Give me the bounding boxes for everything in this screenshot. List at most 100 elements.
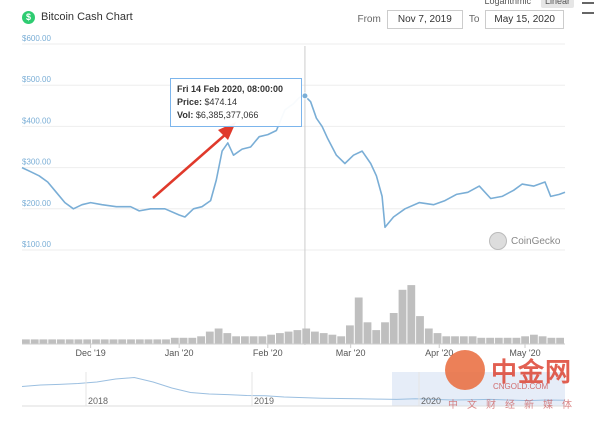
volume-bar: [179, 337, 188, 344]
volume-bar: [241, 336, 249, 345]
tooltip-vol-label: Vol:: [177, 110, 194, 120]
y-tick-label: $100.00: [22, 240, 51, 249]
x-tick-label: May '20: [509, 348, 540, 358]
volume-bar: [92, 339, 100, 344]
volume-bar: [477, 337, 486, 344]
volume-bar: [127, 339, 135, 344]
volume-bar: [197, 336, 205, 345]
volume-bar: [337, 336, 346, 345]
navigator-tick-label: 2019: [254, 396, 274, 406]
volume-bar: [494, 337, 503, 344]
volume-bar: [100, 339, 109, 344]
cngold-logo: 中金网: [445, 350, 572, 390]
y-tick-label: $500.00: [22, 75, 51, 84]
scale-option-logarithmic[interactable]: Logarithmic: [484, 0, 531, 6]
scale-toggle: Logarithmic Linear: [480, 0, 574, 8]
volume-bar: [74, 339, 83, 344]
volume-bar: [293, 330, 302, 345]
hover-point-marker: [301, 92, 309, 100]
navigator-tick-label: 2018: [88, 396, 108, 406]
volume-bar: [512, 337, 521, 344]
volume-bar: [433, 333, 442, 344]
volume-bar: [48, 339, 57, 344]
navigator-tick-label: 2020: [421, 396, 441, 406]
volume-bar: [57, 339, 65, 344]
from-label: From: [357, 14, 381, 25]
volume-bar: [319, 333, 328, 344]
volume-bar: [486, 337, 494, 344]
x-tick-label: Feb '20: [253, 348, 283, 358]
volume-bar: [407, 285, 416, 344]
volume-bar: [22, 339, 30, 344]
volume-bar: [556, 337, 564, 344]
x-tick-label: Jan '20: [165, 348, 194, 358]
chart-header: $ Bitcoin Cash Chart Logarithmic Linear …: [0, 0, 600, 36]
cngold-name: 中金网: [491, 356, 573, 387]
volume-bar: [346, 325, 354, 344]
coingecko-watermark: CoinGecko: [489, 232, 560, 250]
volume-bar: [118, 339, 127, 344]
volume-bar: [223, 333, 232, 344]
volume-bar: [328, 334, 337, 344]
coingecko-text: CoinGecko: [511, 235, 561, 247]
volume-bar: [162, 339, 170, 344]
volume-bar: [311, 331, 319, 344]
cngold-slogan: 中文财经新媒体: [448, 400, 581, 411]
scale-option-linear[interactable]: Linear: [540, 0, 574, 8]
volume-bar: [442, 336, 451, 345]
volume-bar: [135, 339, 144, 344]
volume-bar: [30, 339, 39, 344]
volume-bar: [468, 336, 477, 345]
volume-bar: [232, 336, 240, 345]
volume-bar: [389, 313, 398, 344]
volume-bar: [276, 333, 284, 344]
volume-bar: [39, 339, 48, 344]
to-date-input[interactable]: May 15, 2020: [485, 10, 564, 29]
volume-bar: [521, 336, 529, 345]
coingecko-logo-icon: [489, 232, 507, 250]
volume-bar: [258, 336, 267, 345]
volume-bar: [205, 331, 214, 344]
volume-bar: [153, 339, 162, 344]
x-tick-label: Mar '20: [336, 348, 366, 358]
volume-bar: [363, 322, 372, 344]
x-tick-label: Apr '20: [425, 348, 453, 358]
volume-bar: [372, 330, 381, 345]
volume-bar: [398, 289, 407, 345]
cngold-emblem-icon: [445, 350, 485, 390]
y-tick-label: $600.00: [22, 34, 51, 43]
from-date-input[interactable]: Nov 7, 2019: [386, 10, 463, 29]
y-tick-label: $200.00: [22, 199, 51, 208]
tooltip-price-label: Price:: [177, 97, 203, 107]
tooltip-date: Fri 14 Feb 2020, 08:00:00: [177, 84, 284, 94]
volume-bar: [354, 297, 363, 344]
volume-bar: [109, 339, 118, 344]
volume-bar: [424, 328, 433, 344]
volume-bar: [188, 337, 197, 344]
date-range-selector: From Nov 7, 2019 To May 15, 2020: [357, 10, 564, 29]
volume-bar: [65, 339, 74, 344]
volume-bar: [284, 331, 293, 344]
to-label: To: [468, 14, 480, 25]
volume-bar: [451, 336, 459, 345]
hamburger-menu-icon[interactable]: [582, 2, 594, 14]
volume-bar: [547, 337, 556, 344]
tooltip-vol-value: $6,385,377,066: [195, 110, 259, 120]
volume-bar: [459, 336, 468, 345]
bitcoin-cash-logo-icon: $: [22, 11, 35, 24]
volume-bar: [83, 339, 92, 344]
volume-bar: [538, 336, 547, 345]
volume-bar: [416, 316, 424, 344]
y-tick-label: $300.00: [22, 158, 51, 167]
volume-bar: [381, 322, 389, 344]
x-tick-label: Dec '19: [75, 348, 105, 358]
volume-bar: [249, 336, 258, 345]
tooltip-price-value: $474.14: [204, 97, 238, 107]
volume-bar: [302, 328, 311, 344]
volume-bar: [170, 337, 179, 344]
volume-bar: [214, 328, 223, 344]
volume-bar: [144, 339, 153, 344]
volume-bar: [503, 337, 512, 344]
volume-bar: [267, 334, 275, 344]
